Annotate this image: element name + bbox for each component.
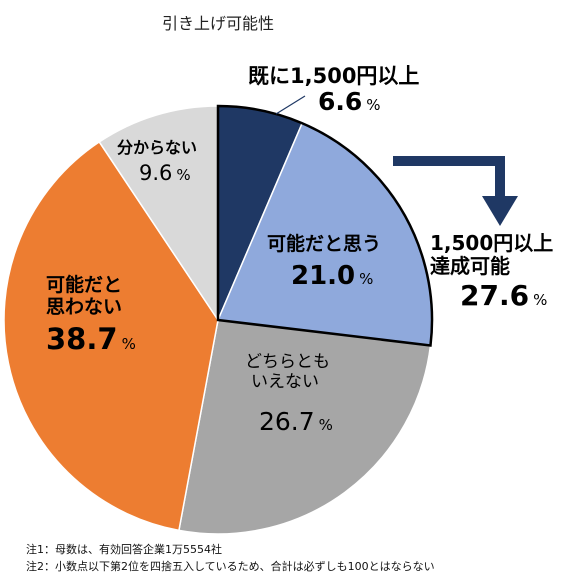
annotation-achievable: 1,500円以上 達成可能 27.6%: [430, 231, 554, 312]
achievable-outline: [216, 104, 434, 347]
value-already: 6.6: [318, 87, 363, 117]
label-already: 既に1,500円以上 6.6%: [248, 64, 420, 117]
label-neither: どちらとも いえない 26.7%: [245, 352, 333, 437]
pie-slice-4: [98, 105, 219, 323]
leader-line: [275, 95, 306, 115]
arrow-icon: [393, 156, 518, 226]
annotation-value: 27.6: [460, 279, 530, 312]
value-think-possible: 21.0: [291, 260, 356, 291]
pie-slice-3: [3, 140, 219, 532]
label-think-possible: 可能だと思う 21.0%: [267, 233, 382, 291]
chart-title: 引き上げ可能性: [162, 14, 275, 33]
value-neither: 26.7: [259, 407, 315, 437]
value-not-possible: 38.7: [46, 321, 118, 356]
footnotes: 注1：母数は、有効回答企業1万5554社 注2：小数点以下第2位を四捨五入してい…: [26, 541, 435, 575]
label-not-possible: 可能だと 思わない 38.7%: [46, 274, 136, 356]
pie-slice-2: [178, 319, 432, 535]
footnote-1: 注1：母数は、有効回答企業1万5554社: [26, 543, 222, 556]
label-unknown: 分からない 9.6%: [117, 138, 198, 186]
footnote-2: 注2：小数点以下第2位を四捨五入しているため、合計は必ずしも100とはならない: [26, 560, 435, 573]
value-unknown: 9.6: [139, 161, 173, 186]
